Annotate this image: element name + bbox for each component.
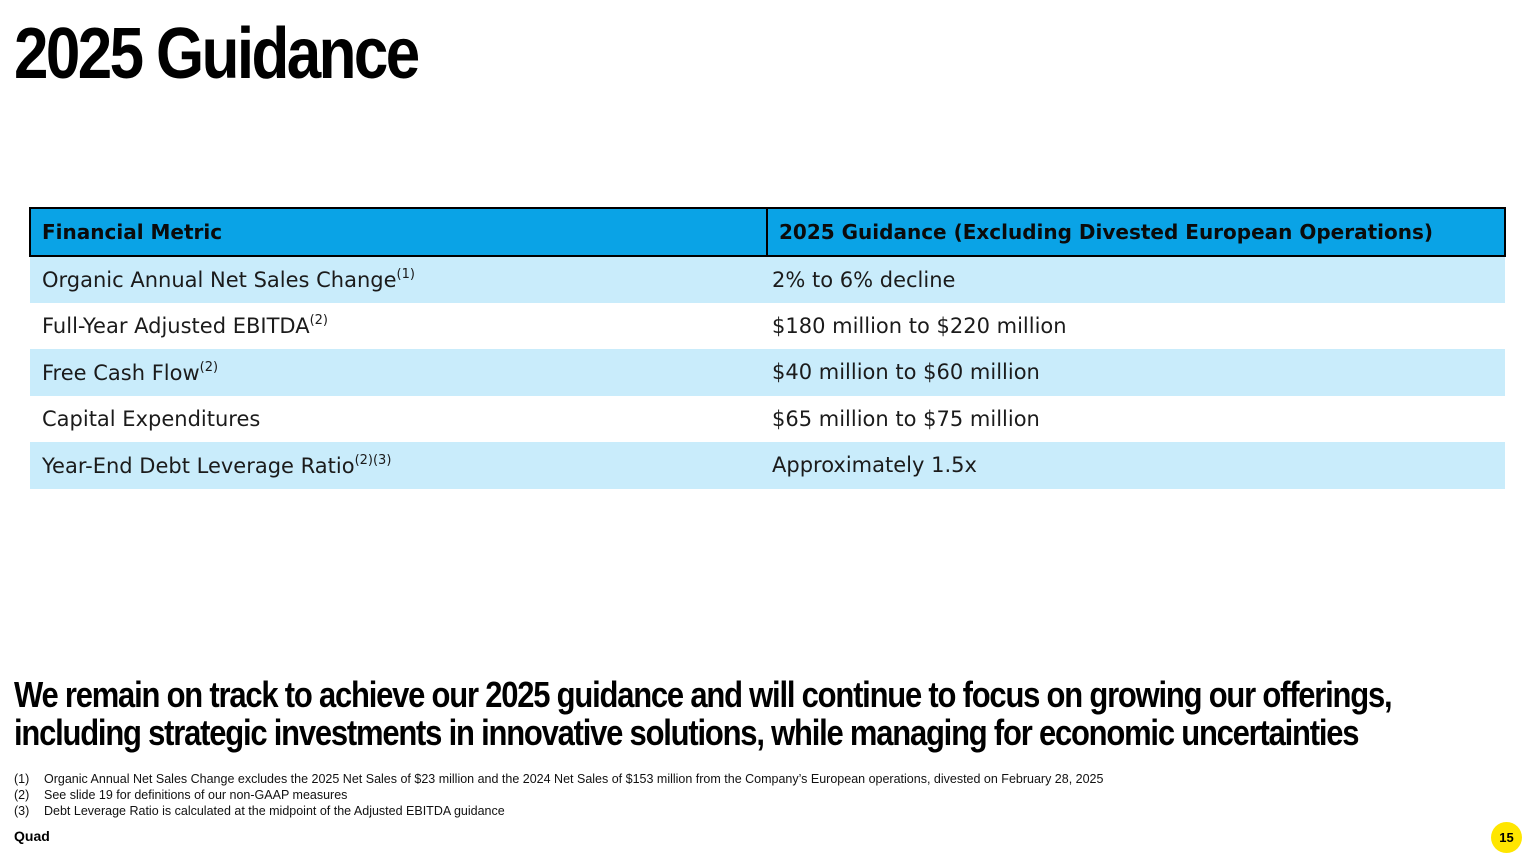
- takeaway-statement: We remain on track to achieve our 2025 g…: [14, 676, 1530, 752]
- takeaway-line-2: including strategic investments in innov…: [14, 712, 1359, 753]
- footnote-item: (1) Organic Annual Net Sales Change excl…: [14, 771, 1103, 787]
- footnote-ref: (2): [309, 313, 328, 329]
- guidance-cell: $65 million to $75 million: [767, 395, 1505, 442]
- guidance-cell: 2% to 6% decline: [767, 256, 1505, 303]
- metric-cell: Year-End Debt Leverage Ratio(2)(3): [30, 442, 767, 489]
- footnote-number: (1): [14, 772, 30, 786]
- guidance-cell: Approximately 1.5x: [767, 442, 1505, 489]
- footnote-ref: (1): [396, 267, 415, 283]
- metric-label: Full-Year Adjusted EBITDA: [42, 314, 310, 339]
- metric-label: Free Cash Flow: [42, 360, 200, 385]
- footnote-item: (3) Debt Leverage Ratio is calculated at…: [14, 803, 1103, 819]
- footnote-text: Debt Leverage Ratio is calculated at the…: [44, 804, 505, 818]
- footnote-ref: (2)(3): [354, 452, 392, 468]
- footnote-ref: (2): [199, 359, 219, 375]
- metric-cell: Full-Year Adjusted EBITDA(2): [30, 302, 767, 349]
- page-title: 2025 Guidance: [14, 14, 420, 94]
- column-header-metric: Financial Metric: [29, 207, 768, 257]
- table-header-row: Financial Metric 2025 Guidance (Excludin…: [29, 207, 1506, 257]
- takeaway-line-1: We remain on track to achieve our 2025 g…: [14, 674, 1393, 715]
- table-row: Capital Expenditures $65 million to $75 …: [30, 395, 1505, 442]
- brand-logo: Quad: [14, 828, 50, 844]
- guidance-cell: $40 million to $60 million: [767, 349, 1505, 396]
- table-row: Year-End Debt Leverage Ratio(2)(3) Appro…: [30, 442, 1505, 489]
- footnote-item: (2) See slide 19 for definitions of our …: [14, 787, 1103, 803]
- metric-cell: Free Cash Flow(2): [30, 349, 767, 396]
- metric-label: Capital Expenditures: [42, 407, 261, 432]
- metric-cell: Organic Annual Net Sales Change(1): [30, 256, 767, 303]
- footnote-number: (2): [14, 788, 30, 802]
- metric-cell: Capital Expenditures: [30, 395, 767, 442]
- table-row: Organic Annual Net Sales Change(1) 2% to…: [30, 256, 1505, 303]
- footnote-text: See slide 19 for definitions of our non-…: [44, 788, 348, 802]
- table-row: Free Cash Flow(2) $40 million to $60 mil…: [30, 349, 1505, 396]
- footnote-number: (3): [14, 804, 30, 818]
- metric-label: Year-End Debt Leverage Ratio: [42, 453, 355, 478]
- footnotes: (1) Organic Annual Net Sales Change excl…: [14, 771, 1103, 819]
- metric-label: Organic Annual Net Sales Change: [42, 268, 397, 293]
- column-header-guidance: 2025 Guidance (Excluding Divested Europe…: [767, 207, 1506, 257]
- page-number-badge: 15: [1491, 822, 1522, 853]
- guidance-table: Financial Metric 2025 Guidance (Excludin…: [29, 207, 1506, 489]
- table-row: Full-Year Adjusted EBITDA(2) $180 millio…: [30, 302, 1505, 349]
- guidance-cell: $180 million to $220 million: [767, 302, 1505, 349]
- footnote-text: Organic Annual Net Sales Change excludes…: [44, 772, 1104, 786]
